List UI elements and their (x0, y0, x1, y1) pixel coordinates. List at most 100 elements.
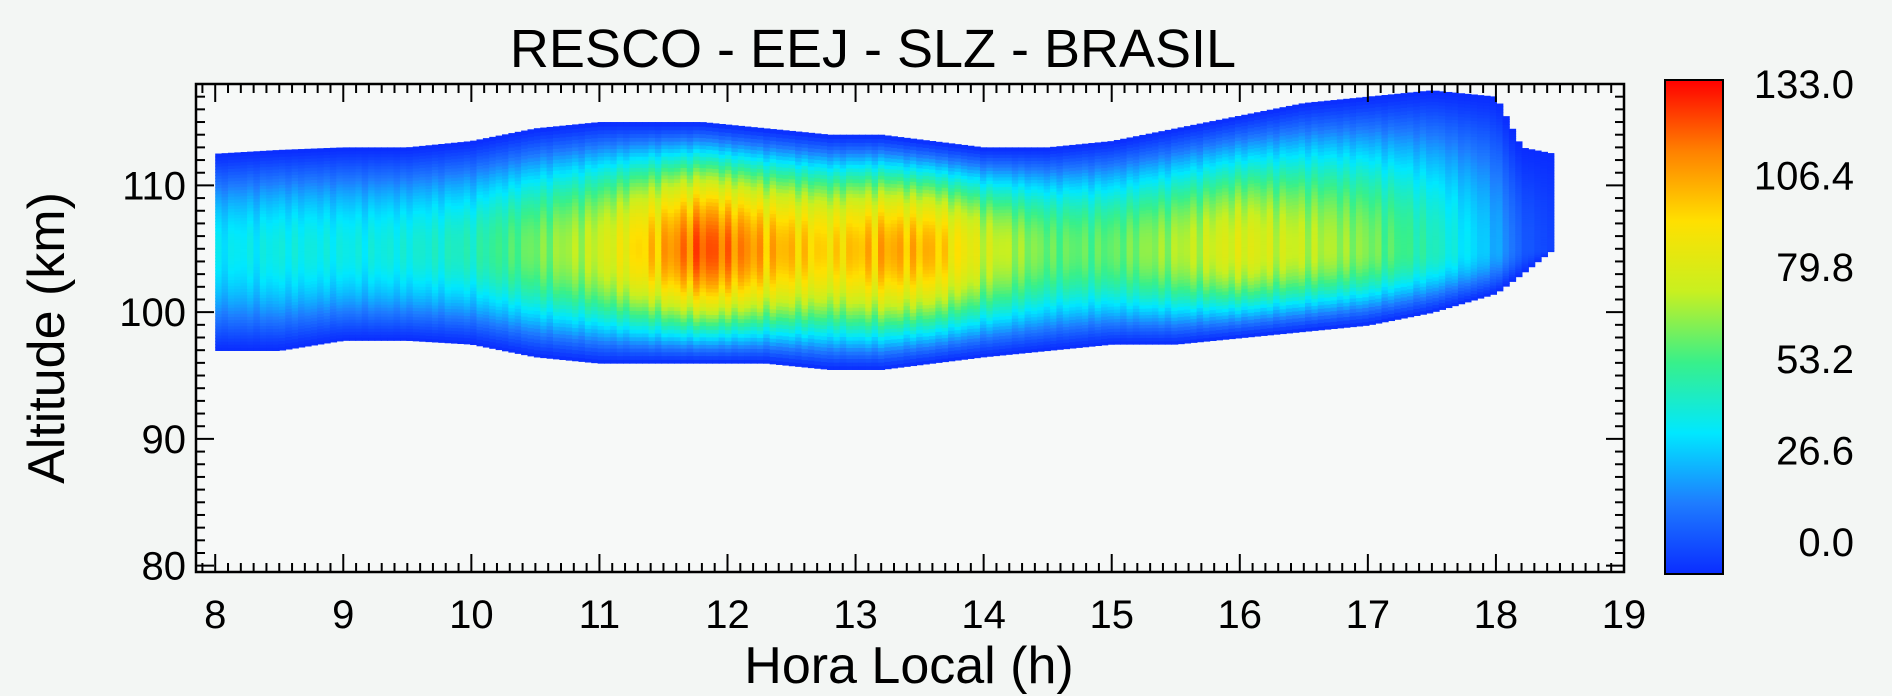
heatmap-cell (654, 351, 663, 357)
heatmap-cell (489, 311, 497, 316)
heatmap-cell (616, 234, 624, 240)
heatmap-cell (552, 253, 561, 258)
heatmap-cell (686, 208, 694, 214)
heatmap-cell (578, 338, 586, 344)
heatmap-cell (361, 204, 369, 209)
heatmap-cell (317, 322, 325, 327)
heatmap-cell (508, 280, 516, 285)
heatmap-cell (482, 177, 491, 182)
heatmap-cell (419, 206, 427, 211)
heatmap-cell (425, 191, 433, 196)
heatmap-cell (406, 150, 414, 154)
heatmap-cell (495, 285, 503, 290)
heatmap-cell (482, 160, 491, 166)
heatmap-cell (234, 208, 242, 212)
heatmap-cell (584, 272, 593, 277)
heatmap-cell (221, 223, 229, 228)
heatmap-cell (572, 235, 580, 240)
heatmap-cell (298, 328, 306, 333)
heatmap-cell (680, 167, 688, 172)
heatmap-cell (291, 229, 299, 234)
heatmap-cell (648, 174, 656, 180)
heatmap-cell (444, 202, 452, 207)
heatmap-cell (661, 204, 669, 210)
heatmap-cell (495, 205, 503, 210)
heatmap-cell (278, 330, 287, 335)
heatmap-cell (329, 238, 338, 243)
heatmap-cell (648, 272, 656, 278)
heatmap-cell (349, 180, 357, 185)
heatmap-cell (693, 238, 701, 244)
heatmap-cell (323, 269, 331, 274)
heatmap-cell (304, 265, 312, 270)
heatmap-cell (470, 296, 478, 301)
heatmap-cell (438, 199, 446, 204)
heatmap-cell (578, 357, 586, 362)
heatmap-cell (705, 171, 714, 177)
heatmap-cell (349, 234, 357, 239)
heatmap-cell (667, 351, 675, 357)
heatmap-cell (552, 231, 561, 236)
heatmap-cell (317, 203, 325, 208)
heatmap-cell (686, 204, 694, 210)
heatmap-cell (623, 355, 631, 360)
heatmap-cell (616, 144, 624, 150)
heatmap-cell (546, 343, 554, 348)
heatmap-cell (310, 320, 318, 325)
heatmap-cell (431, 212, 440, 217)
heatmap-cell (508, 252, 516, 257)
heatmap-cell (686, 317, 694, 323)
heatmap-cell (693, 280, 701, 285)
heatmap-cell (304, 311, 312, 316)
heatmap-cell (610, 182, 618, 187)
heatmap-cell (629, 287, 637, 293)
heatmap-cell (444, 227, 452, 232)
heatmap-cell (374, 279, 382, 284)
heatmap-cell (310, 212, 318, 217)
heatmap-cell (298, 210, 306, 215)
heatmap-cell (247, 154, 255, 159)
heatmap-cell (278, 337, 287, 342)
heatmap-cell (482, 157, 491, 162)
heatmap-cell (572, 264, 580, 270)
heatmap-cell (699, 268, 707, 274)
heatmap-cell (393, 234, 401, 239)
heatmap-cell (266, 347, 274, 351)
heatmap-cell (221, 304, 229, 308)
heatmap-cell (285, 208, 293, 213)
heatmap-cell (349, 291, 357, 296)
heatmap-cell (648, 216, 656, 221)
heatmap-cell (361, 180, 369, 185)
heatmap-cell (661, 351, 669, 357)
heatmap-cell (406, 207, 414, 212)
heatmap-cell (215, 282, 223, 287)
heatmap-cell (234, 316, 242, 321)
heatmap-cell (304, 324, 312, 329)
heatmap-cell (349, 219, 357, 224)
heatmap-cell (584, 302, 593, 307)
heatmap-cell (623, 155, 631, 161)
heatmap-cell (272, 322, 280, 326)
heatmap-cell (425, 319, 433, 324)
heatmap-cell (451, 230, 459, 235)
heatmap-cell (451, 283, 459, 288)
heatmap-cell (285, 227, 293, 232)
heatmap-cell (705, 239, 714, 244)
heatmap-cell (533, 206, 542, 212)
heatmap-cell (514, 335, 522, 341)
heatmap-cell (552, 173, 561, 178)
heatmap-cell (304, 318, 312, 322)
heatmap-cell (578, 131, 586, 136)
heatmap-cell (380, 303, 389, 308)
heatmap-cell (278, 152, 287, 157)
heatmap-cell (234, 242, 242, 246)
heatmap-cell (374, 186, 382, 191)
heatmap-cell (635, 238, 643, 244)
heatmap-cell (374, 228, 382, 233)
heatmap-cell (317, 233, 325, 238)
heatmap-cell (451, 195, 459, 200)
heatmap-cell (597, 163, 605, 168)
heatmap-cell (215, 331, 223, 336)
heatmap-cell (578, 157, 586, 162)
heatmap-cell (247, 229, 255, 234)
